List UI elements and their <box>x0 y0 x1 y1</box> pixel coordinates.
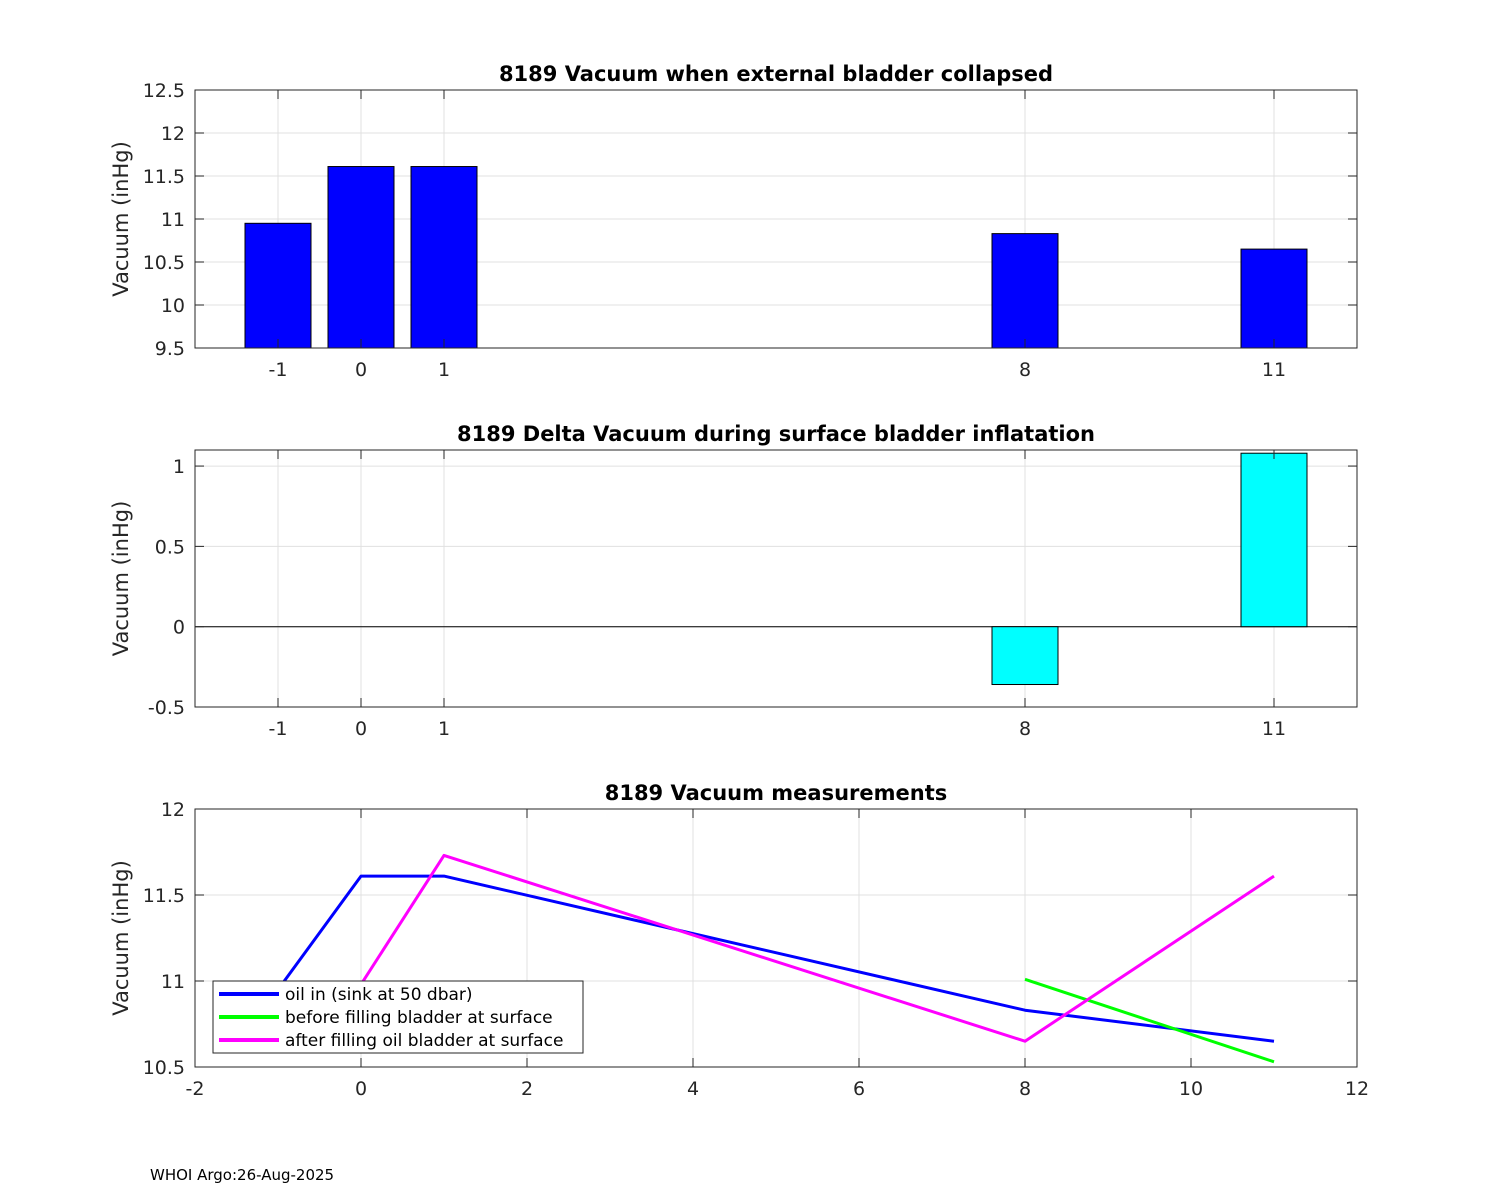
footer-credit: WHOI Argo:26-Aug-2025 <box>150 1166 335 1184</box>
y-tick-label: 12 <box>161 123 185 145</box>
chart-vacuum-measurements: -2 0 2 4 6 8 10 12 10.5 11 11.5 12 8189 Vacuum measu… <box>109 781 1369 1100</box>
y-tick-label: 1 <box>173 456 185 478</box>
y-tick-label: 11.5 <box>143 166 185 188</box>
x-tick-label: 2 <box>521 1078 533 1100</box>
x-tick-label: 0 <box>355 718 367 740</box>
y-axis-label: Vacuum (inHg) <box>109 501 133 657</box>
bar--1 <box>244 222 312 349</box>
x-tick-label: -1 <box>269 718 288 740</box>
x-tick-label: 4 <box>687 1078 699 1100</box>
x-tick-label: 0 <box>355 359 367 381</box>
y-tick-label: 0.5 <box>155 536 185 558</box>
series-line-1 <box>276 874 1275 1043</box>
bar-1 <box>410 166 478 349</box>
x-tick-label: 8 <box>1019 1078 1031 1100</box>
plot-area <box>195 450 1357 707</box>
chart-title: 8189 Vacuum measurements <box>605 781 948 805</box>
chart-delta-vacuum: -1 0 1 8 11 -0.5 0 0.5 1 8189 Delta Vacuum during… <box>109 422 1358 740</box>
chart-title: 8189 Delta Vacuum during surface bladder… <box>457 422 1095 446</box>
y-axis-label: Vacuum (inHg) <box>109 141 133 297</box>
y-tick-label: 9.5 <box>155 338 185 360</box>
y-tick-label: 11 <box>161 209 185 231</box>
x-tick-label: 11 <box>1262 718 1286 740</box>
y-tick-label: 11.5 <box>143 885 185 907</box>
bar-8 <box>991 233 1059 349</box>
bar-0 <box>327 166 395 349</box>
y-tick-label: 0 <box>173 617 185 639</box>
y-axis-label: Vacuum (inHg) <box>109 860 133 1016</box>
chart-title: 8189 Vacuum when external bladder collap… <box>499 62 1053 86</box>
series-line-2 <box>1024 977 1275 1064</box>
x-tick-label: 1 <box>438 718 450 740</box>
x-tick-label: 8 <box>1019 718 1031 740</box>
x-tick-label: 8 <box>1019 359 1031 381</box>
y-tick-label: 10.5 <box>143 252 185 274</box>
bar-11 <box>1240 452 1308 628</box>
legend-label-3: after filling oil bladder at surface <box>285 1031 563 1051</box>
x-tick-label: -2 <box>186 1078 205 1100</box>
x-tick-label: 12 <box>1345 1078 1369 1100</box>
x-tick-label: -1 <box>269 359 288 381</box>
legend-label-1: oil in (sink at 50 dbar) <box>285 985 473 1005</box>
x-tick-label: 10 <box>1179 1078 1203 1100</box>
y-tick-label: 10.5 <box>143 1057 185 1079</box>
y-tick-label: 12 <box>161 799 185 821</box>
chart-vacuum-collapsed: -1 0 1 8 11 9.5 10 10.5 11 11.5 12 12.5 8189 Vacuum … <box>109 62 1358 381</box>
x-tick-label: 0 <box>355 1078 367 1100</box>
y-tick-label: -0.5 <box>148 697 185 719</box>
x-tick-label: 11 <box>1262 359 1286 381</box>
y-tick-label: 12.5 <box>143 80 185 102</box>
bar-11 <box>1240 248 1308 349</box>
x-tick-label: 1 <box>438 359 450 381</box>
axes-box <box>194 449 1358 708</box>
y-tick-label: 10 <box>161 295 185 317</box>
legend-label-2: before filling bladder at surface <box>285 1008 553 1028</box>
axes-box <box>194 808 1358 1068</box>
bar-8 <box>991 626 1059 686</box>
series-line-3 <box>359 853 1275 1043</box>
x-tick-label: 6 <box>853 1078 865 1100</box>
y-tick-label: 11 <box>161 971 185 993</box>
